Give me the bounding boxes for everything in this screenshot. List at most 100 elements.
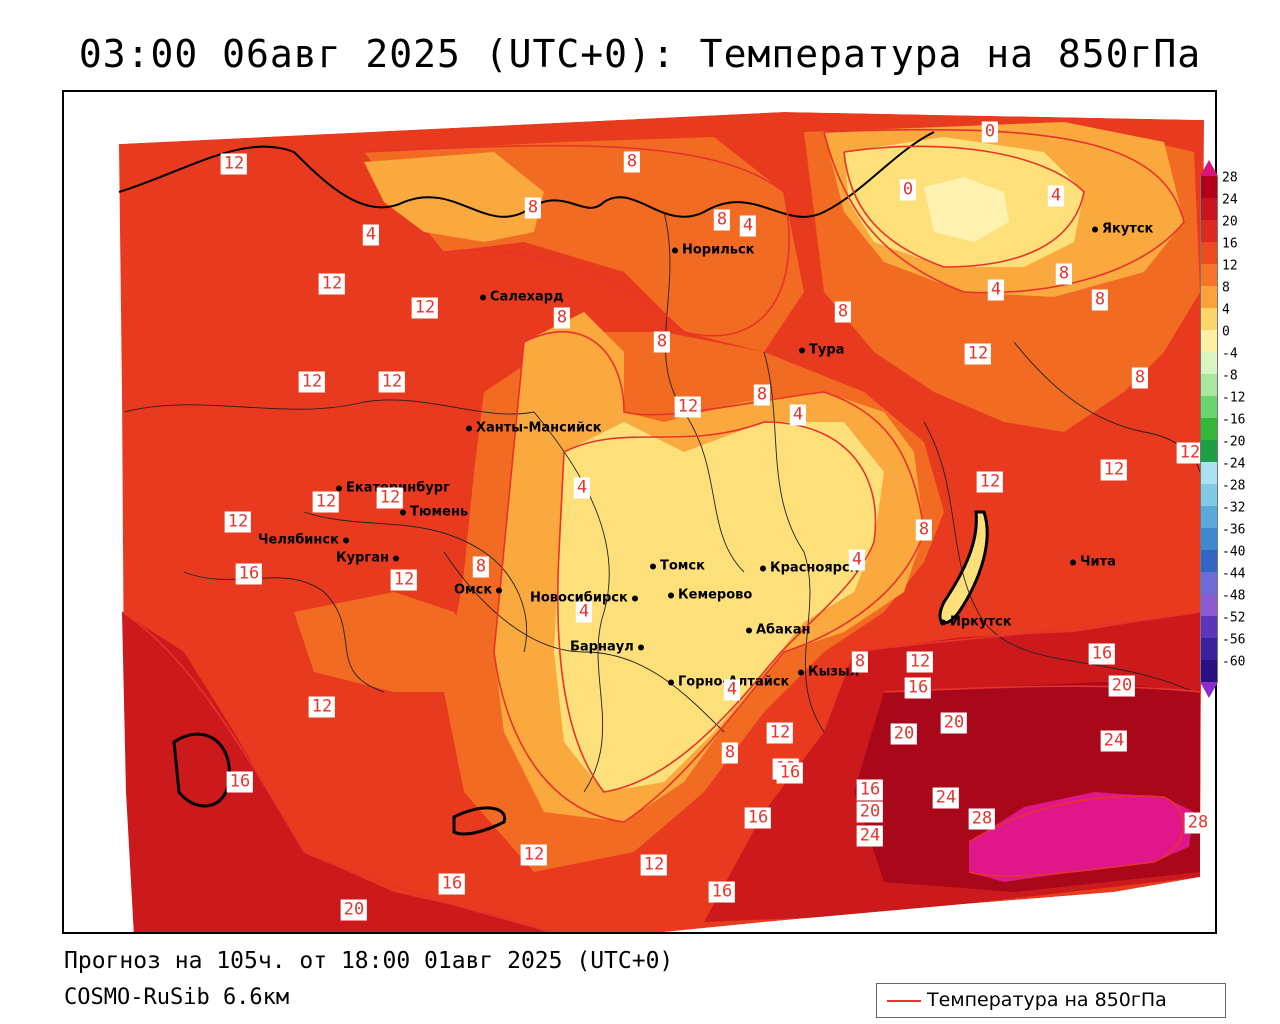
isotherm-label: 12 [390, 569, 418, 591]
colorbar-cell [1200, 462, 1218, 484]
colorbar-tick-label: -20 [1222, 434, 1246, 450]
legend-label: Температура на 850гПа [927, 989, 1167, 1011]
model-name: COSMO-RuSib 6.6км [64, 985, 290, 1010]
colorbar-cell [1200, 484, 1218, 506]
isotherm-label: 8 [553, 307, 571, 329]
colorbar-cell [1200, 528, 1218, 550]
isotherm-label: 12 [220, 153, 248, 175]
isotherm-label: 8 [1055, 263, 1073, 285]
isotherm-label: 12 [376, 487, 404, 509]
isotherm-label: 16 [438, 873, 466, 895]
isotherm-label: 16 [226, 771, 254, 793]
isotherm-label: 12 [964, 343, 992, 365]
colorbar-tick-label: -28 [1222, 478, 1246, 494]
city-kyzyl: Кызыл [798, 665, 859, 680]
isotherm-label: 4 [987, 279, 1005, 301]
isotherm-label: 4 [723, 679, 741, 701]
city-dot-icon [392, 555, 399, 561]
isotherm-label: 8 [915, 519, 933, 541]
forecast-info: Прогноз на 105ч. от 18:00 01авг 2025 (UT… [64, 948, 674, 974]
city-dot-icon [672, 247, 678, 253]
isotherm-label: 8 [834, 301, 852, 323]
colorbar-tick-label: -40 [1222, 544, 1246, 560]
colorbar-cell [1200, 440, 1218, 462]
colorbar-cell [1200, 374, 1218, 396]
isotherm-label: 12 [1100, 459, 1128, 481]
city-dot-icon [631, 595, 638, 601]
city-khanty-mansiysk: Ханты-Мансийск [466, 421, 602, 436]
city-dot-icon [798, 669, 804, 675]
colorbar-tick-label: 12 [1222, 258, 1238, 274]
city-dot-icon [668, 592, 674, 598]
band-16-southwest [122, 612, 551, 932]
colorbar-cell [1200, 286, 1218, 308]
colorbar-cell [1200, 242, 1218, 264]
isotherm-label: 12 [1176, 442, 1204, 464]
city-krasnoyarsk: Красноярск [760, 561, 859, 576]
city-dot-icon [1092, 226, 1098, 232]
city-dot-icon [336, 485, 342, 491]
isotherm-label: 16 [708, 881, 736, 903]
isotherm-label: 4 [739, 215, 757, 237]
isotherm-label: 20 [1108, 675, 1136, 697]
isotherm-label: 20 [940, 712, 968, 734]
city-chelyabinsk: Челябинск [258, 533, 349, 548]
isotherm-label: 8 [1091, 289, 1109, 311]
isotherm-label: 12 [906, 651, 934, 673]
northern-coastline [118, 131, 935, 218]
isotherm-label: 16 [1088, 643, 1116, 665]
colorbar-cell [1200, 352, 1218, 374]
colorbar-cell [1200, 506, 1218, 528]
temperature-map: Норильск Якутск Салехард Тура Ханты-Манс… [62, 90, 1217, 934]
colorbar-tick-label: -44 [1222, 566, 1246, 582]
colorbar-cell [1200, 638, 1218, 660]
isotherm-label: 16 [904, 677, 932, 699]
isotherm-label: 4 [575, 601, 593, 623]
colorbar-tick-label: -48 [1222, 588, 1246, 604]
legend-line-icon [887, 1000, 921, 1002]
colorbar-cell [1200, 660, 1218, 682]
colorbar-tick-label: -52 [1222, 610, 1246, 626]
city-yakutsk: Якутск [1092, 222, 1153, 237]
colorbar-cell [1200, 198, 1218, 220]
city-dot-icon [760, 565, 766, 571]
band-m4-core [924, 177, 1009, 242]
isotherm-label: 12 [976, 471, 1004, 493]
isotherm-label: 16 [856, 779, 884, 801]
isotherm-label: 24 [932, 787, 960, 809]
city-omsk: Омск [454, 583, 503, 598]
city-dot-icon [400, 509, 406, 515]
colorbar-tick-label: -24 [1222, 456, 1246, 472]
isotherm-label: 12 [318, 273, 346, 295]
isotherm-label: 12 [766, 722, 794, 744]
colorbar [1200, 160, 1218, 698]
isotherm-label: 0 [981, 121, 999, 143]
city-dot-icon [466, 425, 472, 431]
isotherm-label: 16 [235, 563, 263, 585]
colorbar-tick-label: -8 [1222, 368, 1238, 384]
isotherm-label: 28 [1184, 812, 1212, 834]
colorbar-tick-label: 4 [1222, 302, 1230, 318]
colorbar-tick-label: 16 [1222, 236, 1238, 252]
isotherm-label: 8 [623, 151, 641, 173]
colorbar-tick-label: -16 [1222, 412, 1246, 428]
isotherm-label: 0 [899, 179, 917, 201]
colorbar-tick-label: -4 [1222, 346, 1238, 362]
band-4-north [364, 152, 544, 242]
isotherm-label: 12 [308, 696, 336, 718]
city-dot-icon [496, 587, 503, 593]
band-0-central [554, 422, 884, 792]
city-kemerovo: Кемерово [668, 588, 752, 603]
city-tomsk: Томск [650, 559, 705, 574]
isotherm-label: 24 [1100, 730, 1128, 752]
colorbar-cell [1200, 176, 1218, 198]
city-kurgan: Курган [336, 551, 399, 566]
isotherm-label: 8 [1131, 367, 1149, 389]
isotherm-label: 8 [753, 384, 771, 406]
isotherm-label: 4 [573, 477, 591, 499]
domain-mask-left [64, 92, 119, 932]
isotherm-label: 8 [721, 742, 739, 764]
isotherm-label: 12 [378, 371, 406, 393]
city-tura: Тура [799, 343, 844, 358]
isotherm-label: 20 [856, 801, 884, 823]
